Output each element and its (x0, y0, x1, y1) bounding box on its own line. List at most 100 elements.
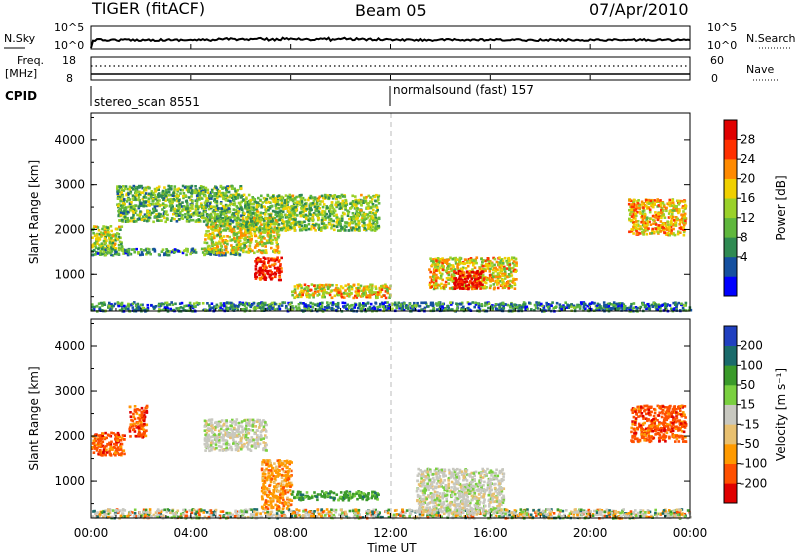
range-time-cell (245, 225, 249, 229)
range-time-cell (323, 210, 327, 213)
range-time-cell (224, 249, 228, 252)
range-time-cell (451, 301, 454, 305)
range-time-cell (271, 220, 275, 223)
range-time-cell (126, 187, 130, 191)
range-time-cell (267, 257, 270, 260)
range-time-cell (185, 253, 188, 257)
range-time-cell (264, 249, 268, 252)
range-time-cell (507, 287, 510, 290)
range-time-cell (498, 271, 502, 275)
range-time-cell (457, 269, 461, 273)
range-time-cell (467, 272, 471, 275)
range-time-cell (351, 303, 354, 307)
range-time-cell (362, 286, 366, 290)
range-time-cell (320, 211, 324, 215)
range-time-cell (488, 260, 491, 263)
range-time-cell (366, 287, 370, 291)
range-time-cell (246, 216, 250, 219)
range-time-cell (275, 258, 279, 261)
range-time-cell (672, 232, 675, 235)
range-time-cell (215, 217, 219, 221)
range-time-cell (168, 250, 172, 253)
range-time-cell (434, 267, 437, 271)
range-time-cell (161, 308, 165, 312)
range-time-cell (609, 303, 613, 306)
range-time-cell (437, 307, 441, 311)
range-time-cell (617, 303, 620, 306)
range-time-cell (245, 218, 248, 221)
range-time-cell (470, 281, 474, 285)
range-time-cell (165, 210, 168, 213)
range-time-cell (303, 283, 307, 287)
range-time-cell (312, 295, 315, 299)
range-time-cell (243, 244, 246, 247)
range-time-cell (252, 198, 255, 202)
range-time-cell (222, 186, 225, 189)
range-time-cell (298, 308, 302, 311)
range-time-cell (333, 228, 336, 232)
range-time-cell (177, 209, 180, 213)
range-time-cell (367, 205, 370, 208)
range-time-cell (312, 199, 316, 203)
range-time-cell (216, 233, 219, 237)
range-time-cell (242, 250, 245, 254)
range-time-cell (285, 304, 288, 308)
range-time-cell (260, 251, 264, 255)
range-time-cell (344, 206, 347, 210)
range-time-cell (308, 217, 312, 220)
range-time-cell (91, 309, 94, 312)
range-time-cell (286, 203, 289, 207)
range-time-cell (303, 306, 306, 310)
range-time-cell (372, 228, 375, 232)
range-time-cell (488, 286, 492, 290)
range-time-cell (101, 304, 104, 307)
range-time-cell (140, 251, 144, 254)
range-time-cell (373, 218, 377, 222)
range-time-cell (494, 303, 498, 306)
range-time-cell (139, 248, 143, 251)
range-time-cell (307, 294, 310, 297)
range-time-cell (288, 228, 292, 231)
range-time-cell (312, 213, 315, 217)
cpid-row: CPID stereo_scan 8551 normalsound (fast)… (5, 83, 534, 109)
range-time-cell (312, 226, 316, 230)
range-time-cell (124, 217, 128, 220)
range-time-cell (262, 256, 266, 260)
range-time-cell (215, 303, 219, 307)
range-time-cell (107, 231, 110, 234)
range-time-cell (117, 213, 121, 217)
range-time-cell (228, 224, 232, 228)
range-time-cell (281, 301, 284, 304)
range-time-cell (95, 239, 98, 242)
range-time-cell (193, 189, 197, 192)
range-time-cell (263, 269, 267, 272)
range-time-cell (253, 251, 256, 255)
range-time-cell (598, 306, 601, 310)
range-time-cell (385, 308, 389, 312)
range-time-cell (231, 215, 234, 219)
range-time-cell (411, 308, 415, 312)
range-time-cell (273, 223, 277, 226)
range-time-cell (235, 219, 238, 222)
range-time-cell (262, 262, 266, 266)
range-time-cell (273, 221, 277, 225)
range-time-cell (437, 301, 441, 304)
range-time-cell (319, 200, 322, 203)
range-time-cell (471, 301, 475, 304)
range-time-cell (143, 217, 147, 221)
range-time-cell (265, 251, 268, 255)
range-time-cell (248, 224, 252, 227)
range-time-cell (401, 304, 404, 308)
range-time-cell (649, 223, 653, 226)
range-time-cell (547, 308, 550, 312)
range-time-cell (362, 292, 365, 295)
range-time-cell (386, 289, 389, 293)
range-time-cell (254, 307, 258, 310)
range-time-cell (242, 193, 246, 197)
range-time-cell (520, 304, 524, 308)
range-time-cell (355, 291, 358, 295)
range-time-cell (294, 223, 297, 226)
range-time-cell (288, 308, 291, 312)
range-time-cell (157, 304, 161, 307)
range-time-cell (108, 247, 111, 250)
